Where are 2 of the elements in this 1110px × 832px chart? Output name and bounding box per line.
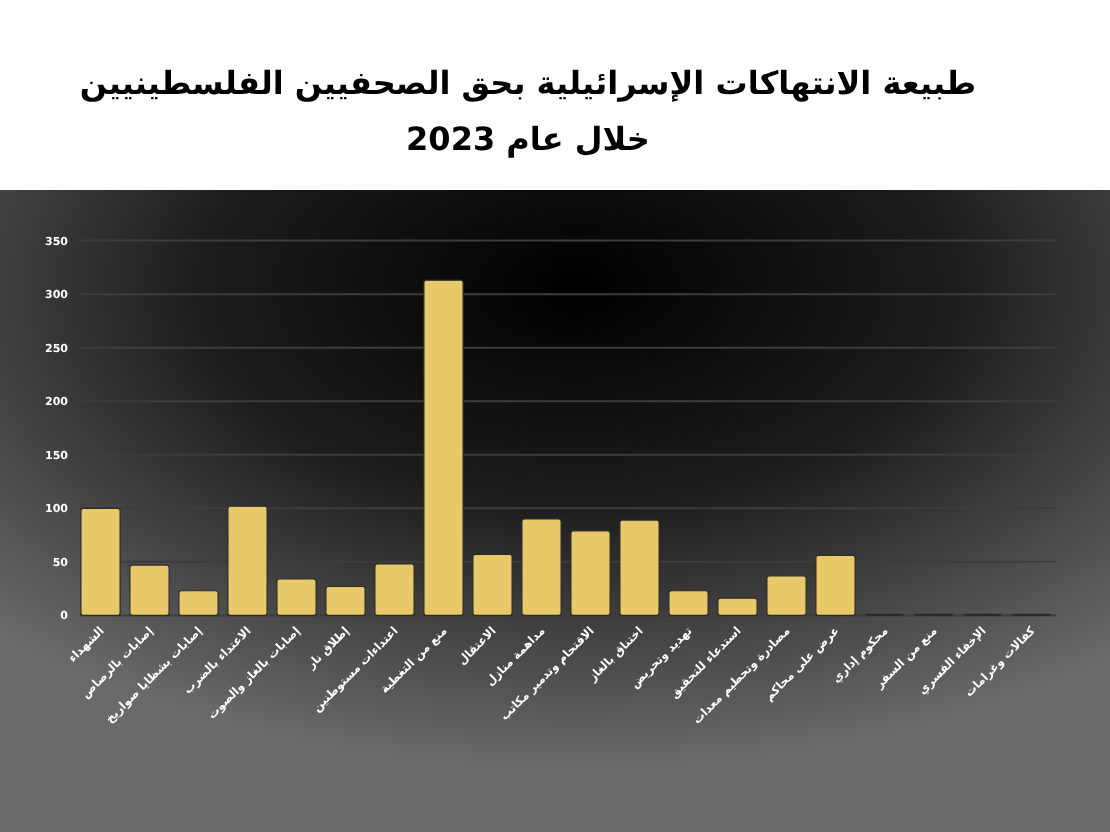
subtitle: خلال عام 2023 <box>406 120 650 158</box>
title: طبيعة الانتهاكات الإسرائيلية بحق الصحفيين الفلسطينيين <box>79 64 977 102</box>
